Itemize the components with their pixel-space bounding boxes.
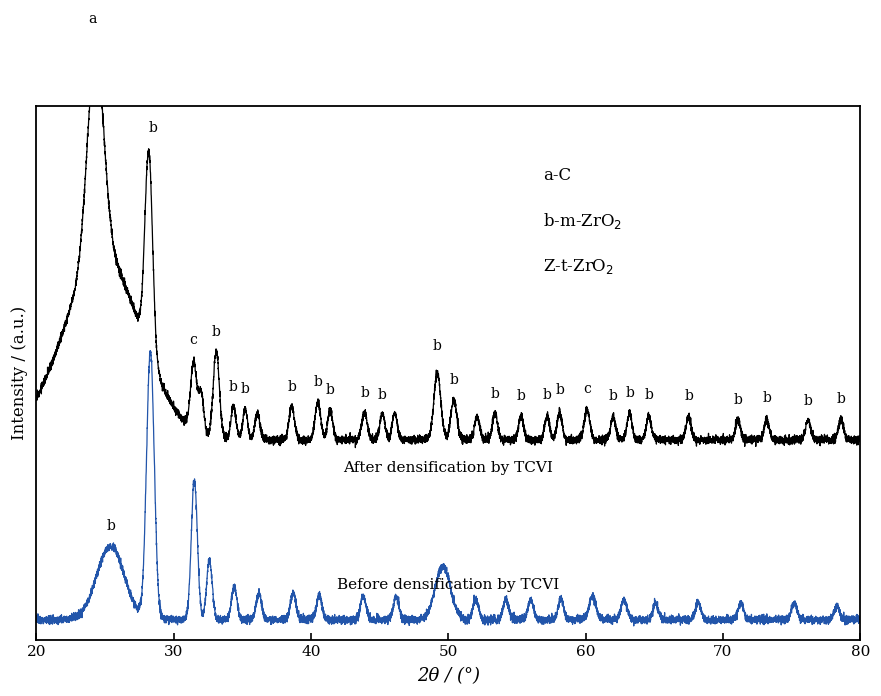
Text: b: b xyxy=(803,395,812,409)
Text: b: b xyxy=(609,388,618,402)
Y-axis label: Intensity / (a.u.): Intensity / (a.u.) xyxy=(11,306,28,440)
Text: b: b xyxy=(106,519,115,533)
Text: b: b xyxy=(241,381,249,395)
Text: b: b xyxy=(326,383,335,397)
Text: b: b xyxy=(555,383,564,397)
Text: b: b xyxy=(543,388,552,402)
Text: b: b xyxy=(360,386,369,400)
Text: b: b xyxy=(148,121,158,135)
Text: b: b xyxy=(837,392,846,406)
Text: b: b xyxy=(378,388,387,402)
Text: b: b xyxy=(287,380,296,394)
Text: Z-t-ZrO$_2$: Z-t-ZrO$_2$ xyxy=(543,257,614,276)
Text: b: b xyxy=(491,386,500,400)
Text: b-m-ZrO$_2$: b-m-ZrO$_2$ xyxy=(543,211,622,231)
Text: b: b xyxy=(626,386,634,400)
Text: b: b xyxy=(449,373,458,387)
Text: b: b xyxy=(229,380,238,394)
Text: Before densification by TCVI: Before densification by TCVI xyxy=(337,578,559,592)
Text: c: c xyxy=(189,333,197,347)
Text: b: b xyxy=(734,393,743,407)
Text: b: b xyxy=(685,389,693,403)
Text: b: b xyxy=(314,375,322,389)
Text: b: b xyxy=(644,388,653,402)
Text: After densification by TCVI: After densification by TCVI xyxy=(344,461,553,475)
X-axis label: 2θ / (°): 2θ / (°) xyxy=(417,667,480,685)
Text: c: c xyxy=(583,382,591,397)
Text: a: a xyxy=(89,12,97,26)
Text: b: b xyxy=(516,388,526,402)
Text: b: b xyxy=(433,340,441,354)
Text: b: b xyxy=(762,391,771,406)
Text: b: b xyxy=(211,325,221,339)
Text: a-C: a-C xyxy=(543,167,571,184)
